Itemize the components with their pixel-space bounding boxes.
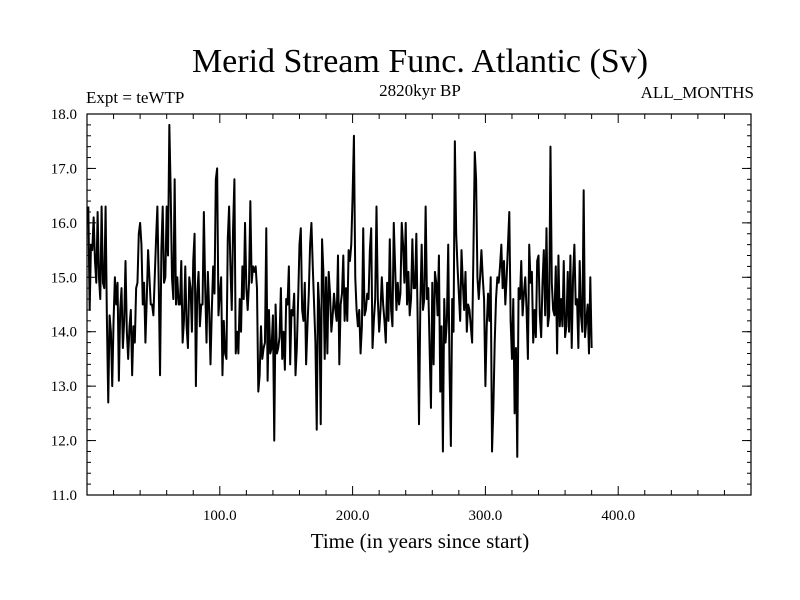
x-tick-label: 100.0 [203, 508, 237, 524]
x-tick-label: 400.0 [601, 508, 635, 524]
period-label: ALL_MONTHS [641, 83, 754, 102]
x-tick-label: 200.0 [336, 508, 370, 524]
y-tick-label: 18.0 [51, 107, 77, 123]
y-tick-label: 12.0 [51, 434, 77, 450]
experiment-label: Expt = teWTP [86, 88, 184, 107]
y-tick-label: 14.0 [51, 325, 77, 341]
y-tick-label: 15.0 [51, 270, 77, 286]
y-tick-label: 11.0 [51, 488, 77, 504]
y-axis: 11.0 12.0 13.0 14.0 15.0 16.0 17.0 18.0 [51, 107, 751, 504]
x-axis: 100.0 200.0 300.0 400.0 [113, 114, 725, 524]
y-tick-label: 13.0 [51, 379, 77, 395]
chart-title: Merid Stream Func. Atlantic (Sv) [192, 43, 648, 80]
y-tick-label: 17.0 [51, 161, 77, 177]
series-line [87, 123, 593, 458]
chart-subtitle: 2820kyr BP [379, 81, 461, 100]
plot-frame [86, 113, 752, 496]
y-tick-label: 16.0 [51, 216, 77, 232]
x-axis-label: Time (in years since start) [311, 529, 530, 553]
x-tick-label: 300.0 [469, 508, 503, 524]
